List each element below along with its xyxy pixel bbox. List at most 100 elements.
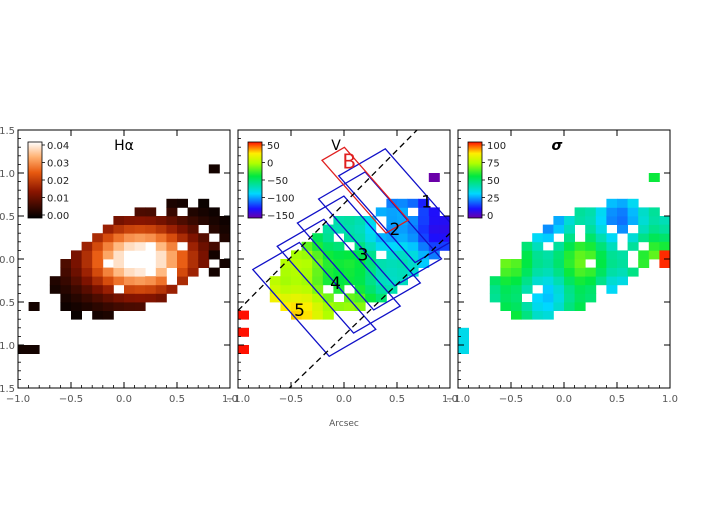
pixel [333, 259, 345, 268]
pixel [511, 302, 522, 311]
pixel [166, 250, 178, 260]
pixel [521, 267, 533, 277]
pixel [124, 276, 135, 286]
pixel [585, 284, 597, 294]
pixel [638, 233, 650, 243]
colorbar-tick-label: −50 [267, 176, 288, 187]
pixel [134, 284, 146, 294]
pixel [458, 345, 469, 354]
pixel [606, 233, 618, 243]
pixel [386, 207, 398, 217]
pixel [71, 302, 82, 311]
pixel [564, 267, 575, 277]
pixel [354, 250, 366, 260]
pixel [627, 207, 639, 217]
pixel [595, 259, 607, 268]
pixel [166, 224, 178, 234]
pixel [365, 293, 377, 303]
pixel [113, 241, 125, 251]
pixel [81, 284, 93, 294]
pixel [187, 224, 199, 234]
pixel [595, 241, 607, 251]
pixel [354, 302, 366, 311]
pixel [428, 173, 440, 182]
pixel [92, 302, 104, 311]
pixel [92, 241, 104, 251]
pixel [407, 259, 419, 268]
pixel [418, 241, 430, 251]
pixel [386, 276, 398, 286]
slit-label: 3 [358, 246, 369, 266]
pixel [18, 345, 29, 354]
pixel [386, 233, 398, 243]
pixel [92, 293, 104, 303]
pixel [92, 310, 104, 320]
pixel [617, 224, 628, 234]
pixel [102, 276, 114, 286]
pixel [375, 267, 387, 277]
pixel [198, 241, 210, 251]
colorbar-gradient [27, 141, 43, 219]
pixel [458, 327, 469, 337]
pixel [166, 284, 178, 294]
pixel [187, 207, 199, 217]
pixel [145, 293, 157, 303]
pixel [291, 250, 302, 260]
velocity-colorbar: 50 0 −50 −100 −150 [247, 141, 294, 222]
pixel [354, 233, 366, 243]
pixel [312, 293, 324, 303]
pixel [124, 267, 135, 277]
colorbar-gradient [247, 141, 263, 219]
pixel [659, 216, 670, 225]
pixel [208, 224, 220, 234]
x-tick-label: 0.0 [336, 394, 352, 405]
pixel [145, 207, 157, 217]
pixel [322, 250, 334, 260]
pixel [198, 216, 210, 225]
pixel [113, 250, 125, 260]
pixel [428, 233, 440, 243]
pixel [585, 267, 597, 277]
pixel [92, 233, 104, 243]
pixel [585, 216, 597, 225]
pixel [71, 267, 82, 277]
pixel [344, 224, 355, 234]
pixel [322, 302, 334, 311]
slit-label: 1 [421, 192, 432, 212]
pixel [595, 207, 607, 217]
pixel [553, 259, 565, 268]
pixel [280, 276, 292, 286]
pixel [564, 241, 575, 251]
pixel [564, 224, 575, 234]
pixel [521, 276, 533, 286]
pixel [102, 241, 114, 251]
pixel [354, 224, 366, 234]
pixel [113, 216, 125, 225]
pixel [595, 224, 607, 234]
pixel [238, 345, 249, 354]
velocity-title: V [331, 138, 341, 154]
pixel [312, 250, 324, 260]
pixel [208, 164, 220, 174]
pixel [301, 293, 313, 303]
pixel [659, 224, 670, 234]
x-tick-label: −1.0 [226, 394, 250, 405]
x-tick-label: −0.5 [59, 394, 83, 405]
pixel [521, 302, 533, 311]
pixel [595, 216, 607, 225]
pixel [418, 259, 430, 268]
slit-label: 4 [330, 274, 341, 294]
pixel [542, 310, 554, 320]
pixel [113, 276, 125, 286]
pixel [155, 276, 167, 286]
pixel [344, 250, 355, 260]
pixel [166, 216, 178, 225]
slit-overlay [238, 130, 450, 388]
pixel [542, 276, 554, 286]
pixel [511, 310, 522, 320]
pixel [354, 284, 366, 294]
colorbar-tick-label: 50 [487, 176, 500, 187]
pixel [489, 284, 501, 294]
pixel [595, 276, 607, 286]
pixel [344, 267, 355, 277]
